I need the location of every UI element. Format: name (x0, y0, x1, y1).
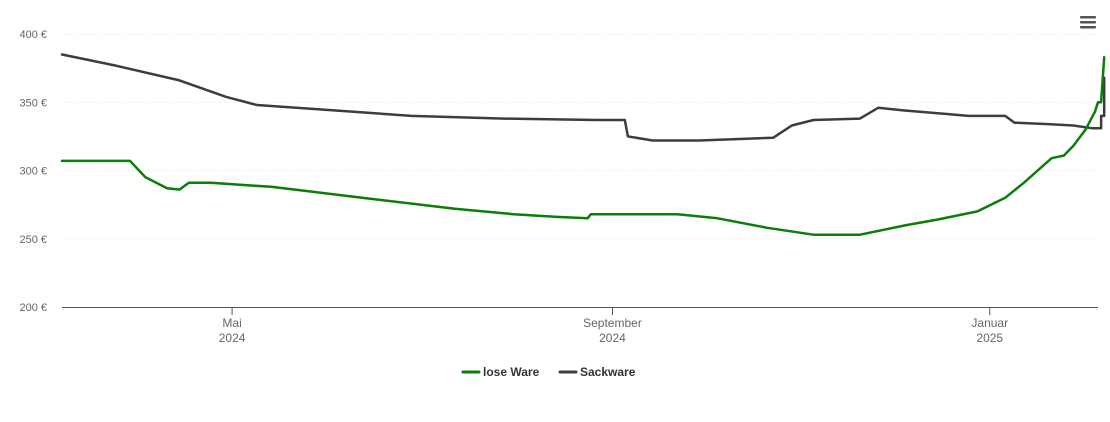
x-tick-month-label: September (583, 316, 642, 330)
legend-label: Sackware (580, 365, 636, 379)
series-line-sackware[interactable] (60, 53, 1106, 142)
legend-item-sackware[interactable]: Sackware (558, 365, 636, 379)
chart-menu-button[interactable] (1080, 15, 1096, 29)
legend-item-lose-ware[interactable]: lose Ware (461, 365, 540, 379)
y-tick-label: 200 € (19, 302, 47, 314)
x-tick-month-label: Mai (222, 316, 241, 330)
legend-label: lose Ware (483, 365, 540, 379)
y-tick-label: 250 € (19, 234, 47, 246)
y-tick-label: 400 € (19, 29, 47, 41)
series-line-lose-ware[interactable] (60, 55, 1106, 236)
y-axis-ticks: 200 € 250 € 300 € 350 € 400 € (19, 29, 47, 314)
x-tick-year-label: 2024 (599, 331, 626, 345)
x-tick-month-label: Januar (971, 316, 1008, 330)
x-tick-year-label: 2024 (219, 331, 246, 345)
series-layer (60, 53, 1106, 236)
y-tick-label: 350 € (19, 97, 47, 109)
y-tick-label: 300 € (19, 166, 47, 178)
x-tick-year-label: 2025 (976, 331, 1003, 345)
legend[interactable]: lose Ware Sackware (461, 365, 636, 379)
gridlines (62, 33, 1098, 240)
